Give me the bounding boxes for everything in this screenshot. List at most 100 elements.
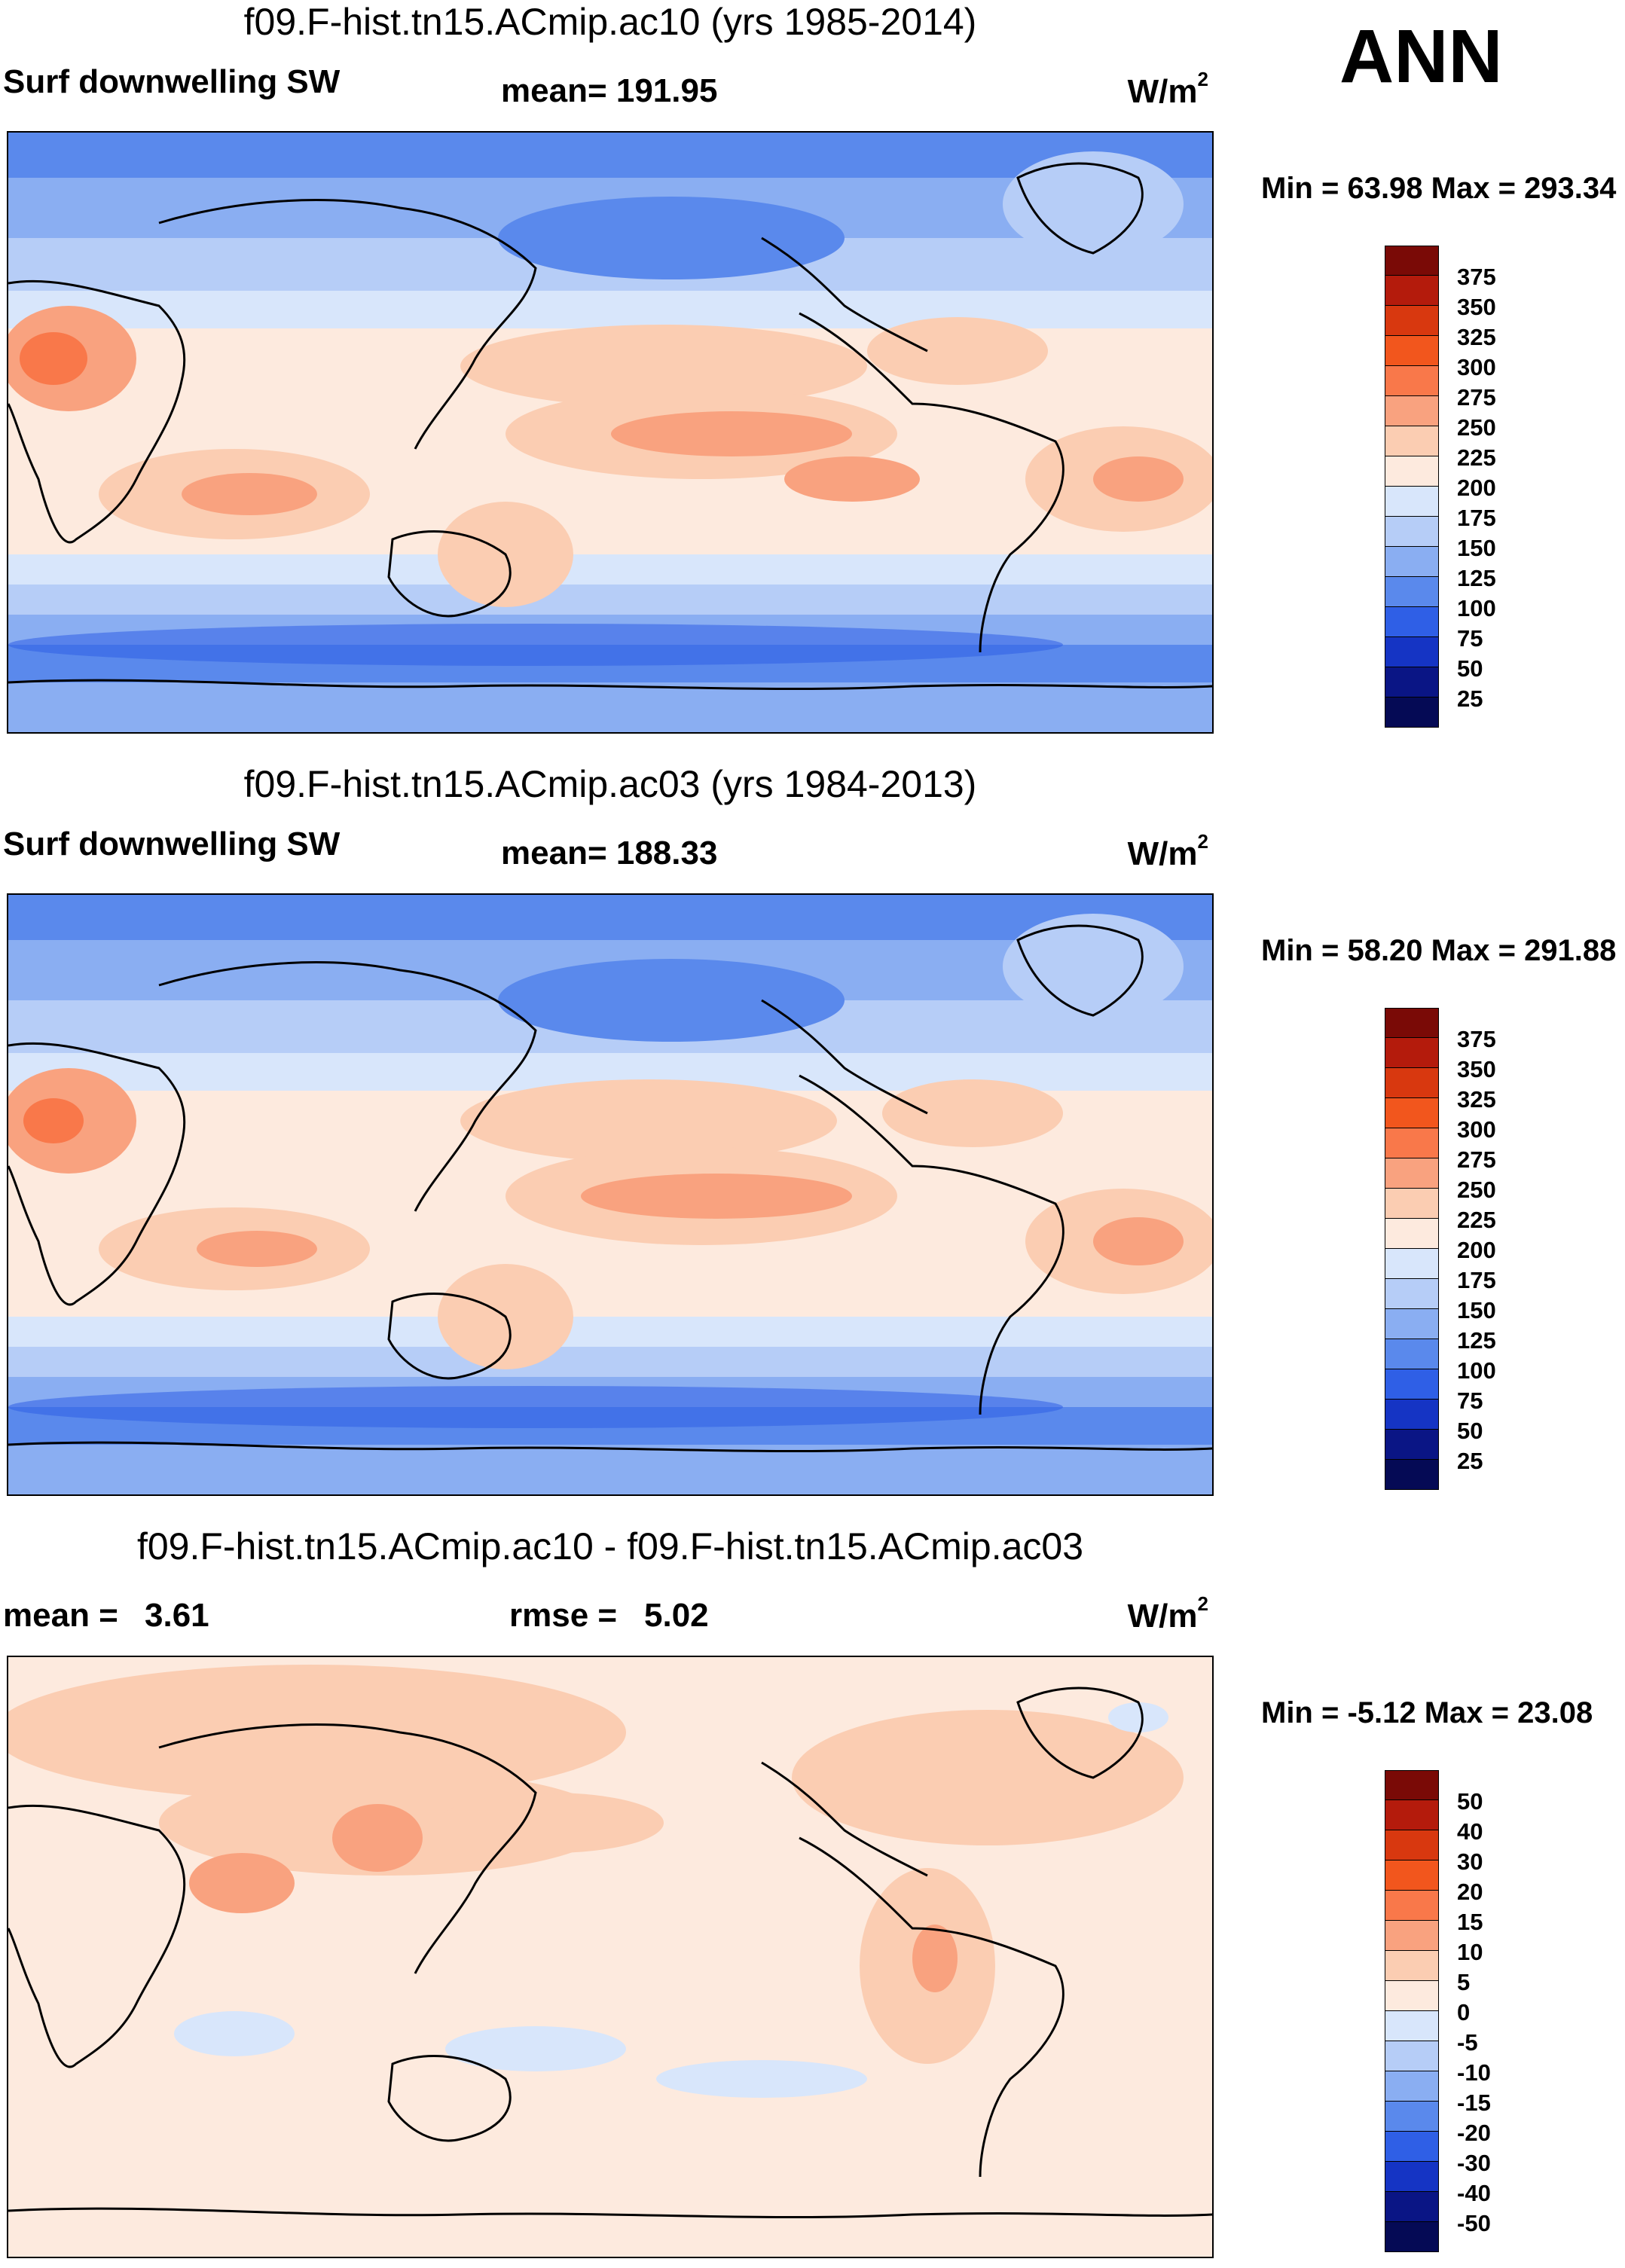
panel-3-title: f09.F-hist.tn15.ACmip.ac10 - f09.F-hist.…	[136, 1525, 1084, 1567]
cbar3-label: -20	[1457, 2120, 1491, 2146]
cbar2-label: 100	[1457, 1357, 1496, 1384]
cbar1-cell-8	[1385, 456, 1439, 487]
panel-2-units: W/m2	[1127, 830, 1208, 872]
cbar1-label: 225	[1457, 444, 1496, 471]
cbar3-cell-6	[1385, 1920, 1439, 1951]
cbar3-cell-7	[1385, 1950, 1439, 1981]
panel-1-units: W/m2	[1127, 68, 1208, 110]
cbar3-label: 0	[1457, 1999, 1471, 2025]
panel-2-title: f09.F-hist.tn15.ACmip.ac03 (yrs 1984-201…	[243, 763, 977, 805]
cbar3-label: 5	[1457, 1969, 1471, 1995]
cbar2-cell-3	[1385, 1067, 1439, 1098]
cbar2-label: 300	[1457, 1116, 1496, 1143]
cbar2-cell-13	[1385, 1369, 1439, 1400]
cbar2-label: 325	[1457, 1086, 1496, 1113]
cbar2-cell-5	[1385, 1128, 1439, 1158]
cbar3-cell-8	[1385, 1980, 1439, 2011]
cbar3-cell-12	[1385, 2101, 1439, 2132]
cbar3-label: 30	[1457, 1848, 1483, 1875]
cbar2-label: 50	[1457, 1418, 1483, 1444]
panel-2-colorbar: 375 350 325 300 275 250 225 200 175 150 …	[1385, 1008, 1496, 1490]
panel-1-map-svg	[8, 133, 1212, 732]
cbar3-cell-15	[1385, 2191, 1439, 2222]
cbar1-label: 150	[1457, 535, 1496, 561]
cbar2-label: 275	[1457, 1146, 1496, 1173]
cbar2-cell-6	[1385, 1158, 1439, 1189]
panel-3-mean-value: 3.61	[145, 1597, 209, 1634]
panel-1-variable: Surf downwelling SW	[3, 63, 341, 100]
cbar2-cell-16	[1385, 1459, 1439, 1490]
cbar2-label: 200	[1457, 1237, 1496, 1263]
panel-2-mean: mean= 188.33	[501, 835, 718, 871]
cbar2-cell-10	[1385, 1278, 1439, 1309]
cbar1-cell-4	[1385, 335, 1439, 366]
cbar1-cell-1	[1385, 246, 1439, 276]
cbar2-cell-15	[1385, 1429, 1439, 1460]
panel-3-map-svg	[8, 1657, 1212, 2257]
cbar1-cell-15	[1385, 667, 1439, 697]
cbar3-label: -10	[1457, 2059, 1491, 2086]
cbar3-cell-4	[1385, 1860, 1439, 1891]
panel-1-colorbar: 375 350 325 300 275 250 225 200 175 150 …	[1385, 246, 1496, 728]
cbar2-cell-8	[1385, 1218, 1439, 1249]
cbar2-cell-1	[1385, 1008, 1439, 1039]
cbar3-cell-2	[1385, 1799, 1439, 1830]
cbar3-label: -40	[1457, 2180, 1491, 2206]
panel-3-minmax: Min = -5.12 Max = 23.08	[1261, 1696, 1593, 1729]
cbar2-label: 150	[1457, 1297, 1496, 1323]
cbar1-label: 50	[1457, 655, 1483, 682]
cbar1-cell-2	[1385, 275, 1439, 306]
cbar3-label: 10	[1457, 1939, 1483, 1965]
cbar2-label: 125	[1457, 1327, 1496, 1354]
panel-3-rmse-value: 5.02	[644, 1597, 709, 1634]
cbar3-label: -5	[1457, 2029, 1478, 2056]
cbar2-cell-7	[1385, 1188, 1439, 1219]
cbar2-label: 75	[1457, 1387, 1483, 1414]
cbar3-label: 20	[1457, 1879, 1483, 1905]
cbar2-cell-14	[1385, 1399, 1439, 1430]
panel-1-mean: mean= 191.95	[501, 72, 718, 109]
cbar2-cell-11	[1385, 1308, 1439, 1339]
cbar3-cell-11	[1385, 2071, 1439, 2102]
panel-2-map	[7, 893, 1214, 1496]
cbar1-label: 75	[1457, 625, 1483, 652]
cbar1-label: 125	[1457, 565, 1496, 591]
cbar3-label: -50	[1457, 2210, 1491, 2236]
cbar1-label: 325	[1457, 324, 1496, 350]
cbar2-label: 25	[1457, 1448, 1483, 1474]
cbar1-label: 200	[1457, 475, 1496, 501]
cbar3-cell-9	[1385, 2010, 1439, 2041]
cbar3-cell-10	[1385, 2041, 1439, 2071]
cbar1-label: 175	[1457, 505, 1496, 531]
cbar3-cell-13	[1385, 2131, 1439, 2162]
panel-1-map	[7, 131, 1214, 734]
cbar3-label: 50	[1457, 1788, 1483, 1815]
panel-3-rmse-label: rmse =	[509, 1597, 618, 1634]
cbar1-cell-7	[1385, 426, 1439, 456]
cbar2-cell-2	[1385, 1037, 1439, 1068]
panel-3-map	[7, 1656, 1214, 2258]
cbar2-label: 375	[1457, 1026, 1496, 1052]
cbar1-cell-16	[1385, 697, 1439, 728]
cbar3-cell-16	[1385, 2221, 1439, 2252]
cbar1-label: 275	[1457, 384, 1496, 411]
cbar1-cell-14	[1385, 636, 1439, 667]
cbar1-label: 25	[1457, 685, 1483, 712]
cbar3-label: -30	[1457, 2150, 1491, 2176]
cbar2-cell-12	[1385, 1339, 1439, 1369]
cbar2-label: 350	[1457, 1056, 1496, 1082]
cbar3-label: 15	[1457, 1909, 1483, 1935]
cbar1-cell-6	[1385, 395, 1439, 426]
cbar3-cell-5	[1385, 1890, 1439, 1921]
cbar2-label: 175	[1457, 1267, 1496, 1293]
season-label: ANN	[1339, 14, 1503, 99]
cbar1-cell-9	[1385, 486, 1439, 517]
cbar3-label: 40	[1457, 1818, 1483, 1845]
cbar1-cell-12	[1385, 576, 1439, 607]
cbar2-cell-9	[1385, 1248, 1439, 1279]
cbar1-cell-10	[1385, 516, 1439, 547]
cbar2-label: 225	[1457, 1207, 1496, 1233]
cbar1-label: 350	[1457, 294, 1496, 320]
panel-2-map-svg	[8, 895, 1212, 1494]
cbar1-label: 300	[1457, 354, 1496, 380]
